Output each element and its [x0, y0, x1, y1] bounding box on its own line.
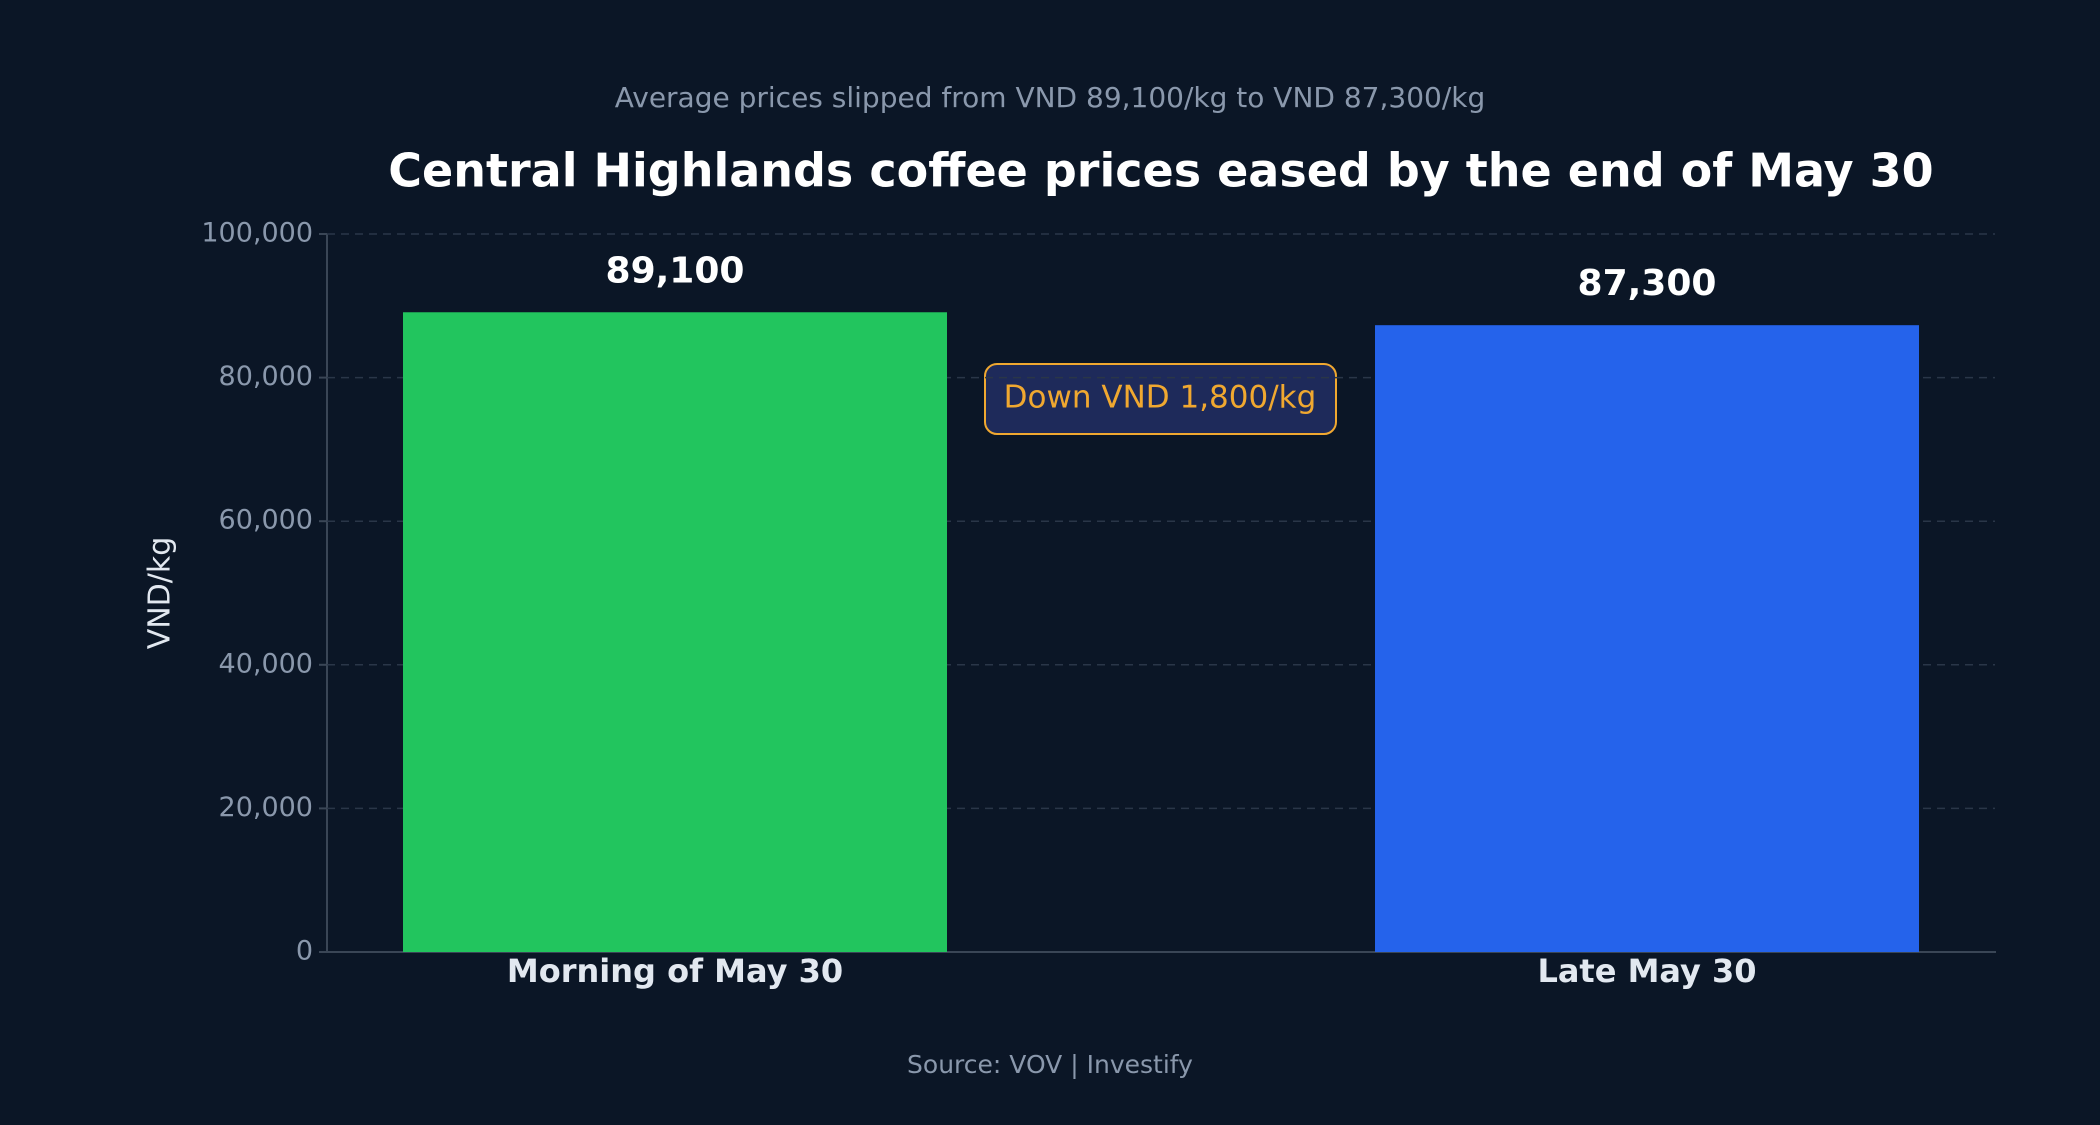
value-label: 87,300	[1578, 263, 1717, 304]
y-axis-label: VND/kg	[143, 537, 178, 650]
y-tick-label: 0	[296, 936, 313, 967]
y-tick-label: 60,000	[219, 505, 313, 536]
value-label: 89,100	[606, 250, 745, 291]
bar	[403, 312, 947, 953]
chart-title: Central Highlands coffee prices eased by…	[388, 144, 1933, 198]
source: Source: VOV | Investify	[907, 1050, 1193, 1079]
chart-subtitle: Average prices slipped from VND 89,100/k…	[615, 81, 1486, 114]
annotation: Down VND 1,800/kg	[1004, 380, 1317, 416]
y-tick-label: 40,000	[219, 648, 313, 679]
annotation-box	[984, 363, 1337, 435]
y-tick-label: 100,000	[201, 218, 313, 249]
y-tick-label: 20,000	[219, 792, 313, 823]
x-tick-label: Morning of May 30	[507, 952, 843, 990]
y-tick-label: 80,000	[219, 361, 313, 392]
x-tick-label: Late May 30	[1537, 952, 1756, 990]
bar	[1375, 325, 1919, 952]
